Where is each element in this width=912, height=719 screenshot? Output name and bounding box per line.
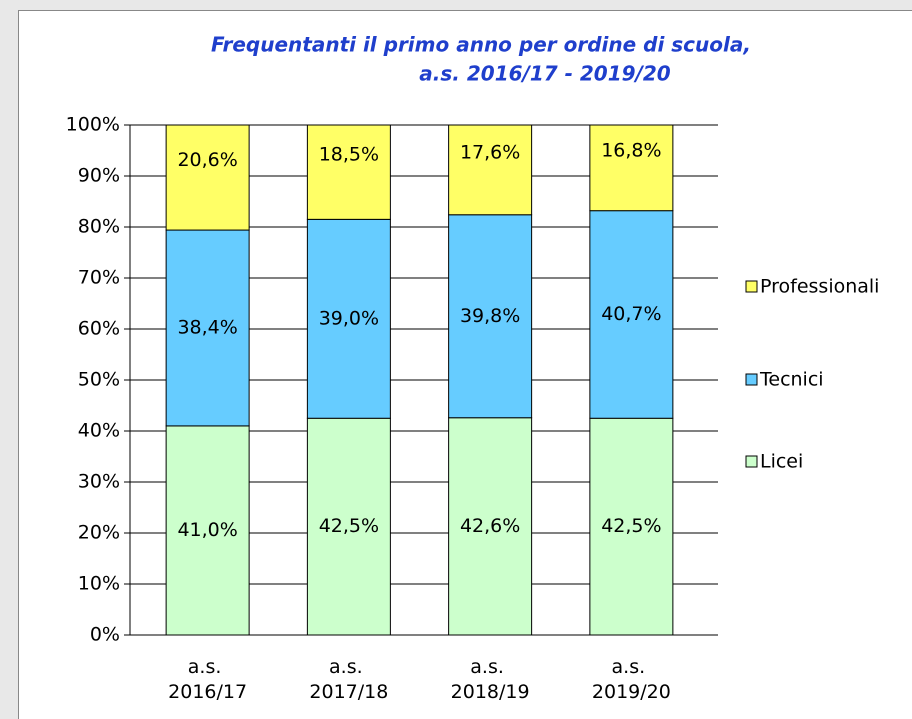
chart-title: Frequentanti il primo anno per ordine di…	[211, 33, 751, 57]
data-label: 42,5%	[319, 515, 379, 537]
bar-segment	[448, 214, 533, 419]
x-tick-line: 2018/19	[451, 681, 530, 703]
legend-label: Tecnici	[759, 369, 824, 391]
y-tick-label: 90%	[78, 165, 120, 187]
x-tick-line: a.s.	[612, 656, 652, 678]
y-tick-label: 100%	[66, 114, 120, 136]
data-label: 18,5%	[319, 144, 379, 166]
bar-segment	[165, 124, 250, 231]
bar-segment	[589, 124, 674, 212]
data-label: 16,8%	[601, 139, 661, 161]
bar-segment	[448, 124, 533, 216]
y-tick-label: 50%	[78, 369, 120, 391]
chart-title: a.s. 2016/17 - 2019/20	[419, 62, 670, 86]
data-label: 17,6%	[460, 141, 520, 163]
y-tick-label: 80%	[78, 216, 120, 238]
legend-label: Licei	[760, 451, 803, 473]
y-tick-label: 40%	[78, 420, 120, 442]
x-tick-line: a.s.	[188, 656, 228, 678]
y-tick-label: 10%	[78, 573, 120, 595]
x-tick-line: 2019/20	[592, 681, 671, 703]
legend-swatch	[745, 373, 758, 386]
legend-label: Professionali	[760, 276, 879, 298]
data-label: 41,0%	[177, 519, 237, 541]
y-tick-label: 70%	[78, 267, 120, 289]
data-label: 42,6%	[460, 515, 520, 537]
data-label: 40,7%	[601, 303, 661, 325]
bar-segment	[165, 229, 250, 427]
x-tick-line: a.s.	[470, 656, 510, 678]
x-tick-line: 2017/18	[309, 681, 388, 703]
legend-swatch	[745, 455, 758, 468]
y-tick-label: 30%	[78, 471, 120, 493]
bar-segment	[589, 210, 674, 419]
bar-segment	[306, 218, 391, 419]
x-tick-label: a.s. 2017/18	[309, 656, 388, 703]
data-label: 20,6%	[177, 149, 237, 171]
bar-segment	[165, 425, 250, 636]
y-tick-label: 20%	[78, 522, 120, 544]
bar-segment	[448, 417, 533, 636]
data-label: 39,0%	[319, 307, 379, 329]
x-tick-line: 2016/17	[168, 681, 247, 703]
bar-segment	[306, 124, 391, 220]
data-label: 38,4%	[177, 316, 237, 338]
data-label: 39,8%	[460, 305, 520, 327]
y-tick-label: 60%	[78, 318, 120, 340]
legend-swatch	[745, 280, 758, 293]
bar-segment	[306, 417, 391, 636]
y-tick-label: 0%	[90, 624, 120, 646]
x-tick-label: a.s. 2018/19	[451, 656, 530, 703]
x-tick-label: a.s. 2019/20	[592, 656, 671, 703]
x-tick-line: a.s.	[329, 656, 369, 678]
x-tick-label: a.s. 2016/17	[168, 656, 247, 703]
data-label: 42,5%	[601, 515, 661, 537]
